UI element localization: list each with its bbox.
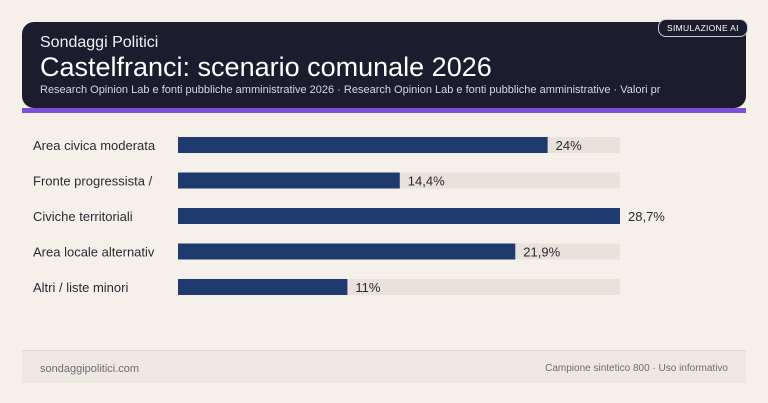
bar bbox=[178, 243, 516, 260]
header-panel: Sondaggi Politici Castelfranci: scenario… bbox=[22, 22, 746, 108]
footer-note: Campione sintetico 800 · Uso informativo bbox=[545, 363, 728, 374]
value-label: 24% bbox=[556, 138, 582, 153]
value-label: 28,7% bbox=[628, 209, 665, 224]
bar bbox=[178, 208, 620, 224]
bar bbox=[178, 172, 400, 189]
category-label: Altri / liste minori bbox=[33, 280, 128, 295]
bar bbox=[178, 137, 548, 153]
value-label: 14,4% bbox=[408, 174, 445, 189]
category-label: Area civica moderata bbox=[33, 138, 156, 153]
value-label: 21,9% bbox=[523, 245, 560, 260]
header-accent-bar bbox=[22, 108, 746, 113]
category-label: Fronte progressista / bbox=[33, 174, 153, 189]
value-label: 11% bbox=[355, 280, 380, 295]
page-title: Castelfranci: scenario comunale 2026 bbox=[40, 52, 492, 82]
category-label: Area locale alternativ bbox=[33, 245, 155, 260]
footer-site: sondaggipolitici.com bbox=[40, 363, 140, 375]
category-label: Civiche territoriali bbox=[33, 209, 133, 224]
source-subtitle: Research Opinion Lab e fonti pubbliche a… bbox=[40, 84, 661, 96]
footer: sondaggipolitici.com Campione sintetico … bbox=[22, 350, 746, 383]
simulation-badge: SIMULAZIONE AI bbox=[658, 19, 748, 37]
bar bbox=[178, 279, 348, 295]
brand-name: Sondaggi Politici bbox=[40, 34, 159, 51]
